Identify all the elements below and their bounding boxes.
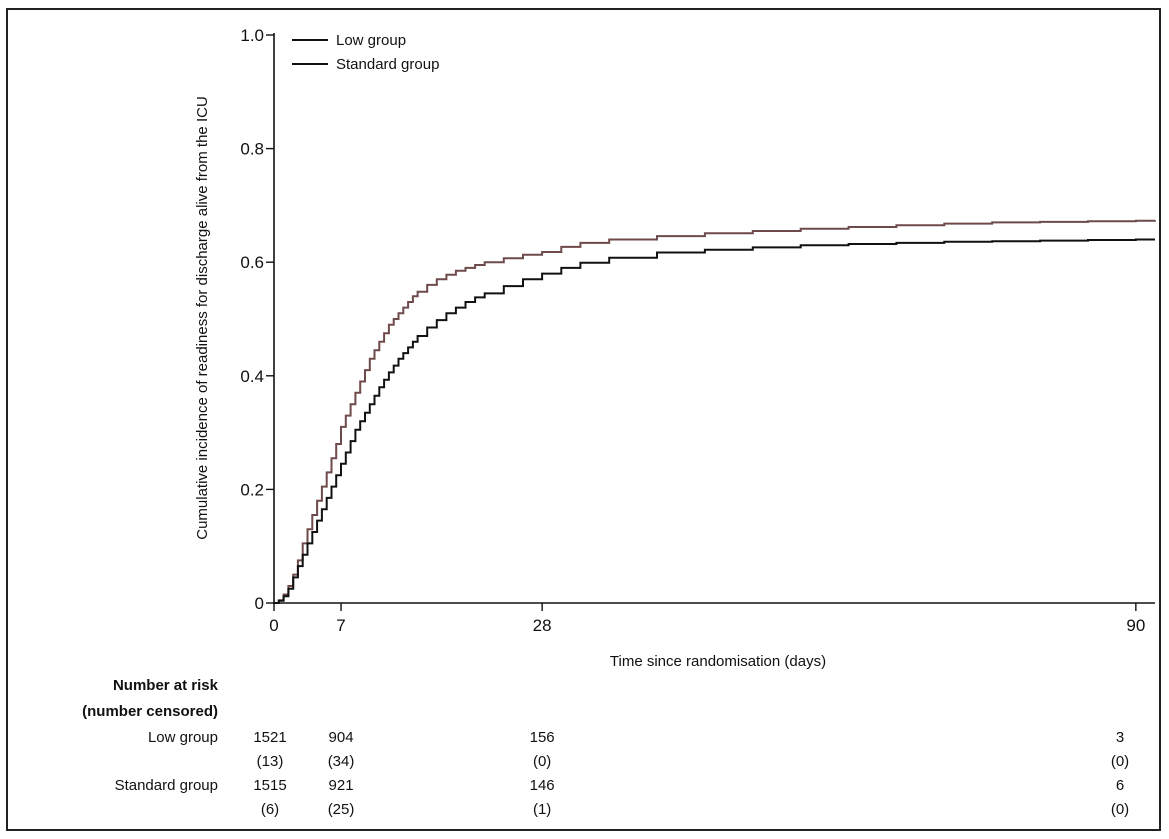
y-tick-label: 0.4 bbox=[240, 367, 264, 386]
x-tick-label: 7 bbox=[336, 616, 345, 635]
y-axis-label: Cumulative incidence of readiness for di… bbox=[194, 96, 211, 540]
risk-table: Number at risk (number censored) Low group… bbox=[82, 677, 1129, 818]
x-tick-label: 0 bbox=[269, 616, 278, 635]
x-axis-label: Time since randomisation (days) bbox=[610, 653, 826, 670]
y-tick-label: 0 bbox=[255, 594, 264, 613]
risk-number-at-risk: 1515 bbox=[253, 777, 286, 794]
risk-number-censored: (34) bbox=[328, 753, 355, 770]
x-tick-label: 90 bbox=[1126, 616, 1145, 635]
risk-number-at-risk: 1521 bbox=[253, 729, 286, 746]
risk-number-at-risk: 6 bbox=[1116, 777, 1124, 794]
series-line-standard-group bbox=[274, 238, 1155, 604]
x-tick-label: 28 bbox=[533, 616, 552, 635]
series-line-low-group bbox=[274, 219, 1156, 604]
y-tick-label: 0.6 bbox=[240, 253, 264, 272]
risk-row-label: Standard group bbox=[115, 777, 218, 794]
legend-label: Standard group bbox=[336, 56, 439, 73]
y-tick-label: 0.8 bbox=[240, 140, 264, 159]
y-tick-label: 1.0 bbox=[240, 26, 264, 45]
y-tick-label: 0.2 bbox=[240, 480, 264, 499]
legend: Low group Standard group bbox=[292, 32, 439, 73]
risk-number-at-risk: 156 bbox=[530, 729, 555, 746]
risk-number-at-risk: 146 bbox=[530, 777, 555, 794]
risk-table-subtitle: (number censored) bbox=[82, 703, 218, 720]
legend-label: Low group bbox=[336, 32, 406, 49]
risk-number-censored: (0) bbox=[1111, 801, 1129, 818]
series-layer bbox=[274, 219, 1156, 604]
axes: 0 0.2 0.4 0.6 0.8 1.0 0 7 28 90 bbox=[240, 26, 1155, 635]
risk-number-at-risk: 3 bbox=[1116, 729, 1124, 746]
risk-number-censored: (13) bbox=[257, 753, 284, 770]
figure-frame bbox=[6, 8, 1161, 831]
risk-table-title: Number at risk bbox=[113, 677, 219, 694]
risk-number-censored: (1) bbox=[533, 801, 551, 818]
risk-row-label: Low group bbox=[148, 729, 218, 746]
risk-number-at-risk: 921 bbox=[329, 777, 354, 794]
risk-number-censored: (0) bbox=[1111, 753, 1129, 770]
risk-number-censored: (0) bbox=[533, 753, 551, 770]
risk-number-at-risk: 904 bbox=[329, 729, 354, 746]
risk-number-censored: (25) bbox=[328, 801, 355, 818]
risk-number-censored: (6) bbox=[261, 801, 279, 818]
